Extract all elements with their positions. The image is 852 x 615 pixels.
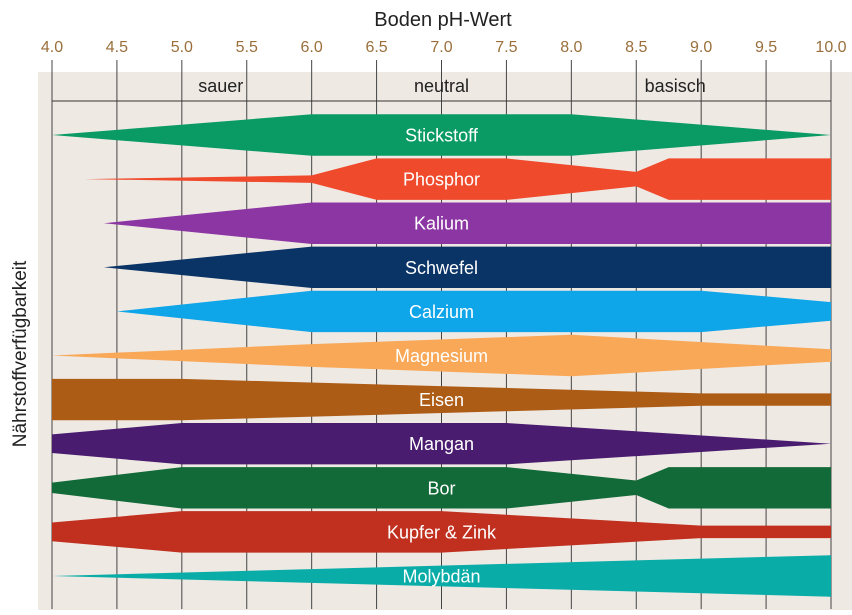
band-kalium (103, 202, 831, 244)
region-label-basisch: basisch (645, 76, 706, 96)
band-mangan (52, 423, 831, 465)
band-label: Molybdän (402, 566, 480, 586)
x-tick-label: 7.0 (430, 39, 452, 56)
x-tick-label: 10.0 (815, 39, 846, 56)
x-tick-label: 4.5 (106, 39, 128, 56)
x-tick-label: 8.5 (625, 39, 647, 56)
band-label: Bor (427, 478, 455, 498)
x-tick-label: 9.0 (690, 39, 712, 56)
x-axis-title: Boden pH-Wert (374, 9, 512, 31)
band-label: Kupfer & Zink (387, 522, 497, 542)
band-label: Magnesium (395, 346, 488, 366)
band-phosphor (84, 158, 831, 200)
x-tick-label: 9.5 (755, 39, 777, 56)
band-calzium (116, 290, 831, 333)
band-schwefel (103, 246, 831, 288)
region-label-neutral: neutral (414, 76, 469, 96)
band-label: Phosphor (403, 170, 480, 190)
band-eisen (52, 378, 831, 421)
nutrient-bands (52, 114, 831, 597)
band-label: Eisen (419, 390, 464, 410)
x-tick-label: 4.0 (41, 39, 63, 56)
band-stickstoff (52, 114, 831, 156)
x-tick-labels: 4.0 4.5 5.0 5.5 6.0 6.5 7.0 7.5 8.0 8.5 9.0 9.5 10.0 (41, 39, 847, 56)
x-tick-label: 6.5 (365, 39, 387, 56)
band-bor (52, 467, 831, 509)
x-tick-label: 8.0 (560, 39, 582, 56)
x-tick-label: 7.5 (495, 39, 517, 56)
band-magnesium (52, 334, 831, 377)
band-label: Mangan (409, 434, 474, 454)
band-kupfer-zink (52, 511, 831, 553)
region-label-sauer: sauer (198, 76, 243, 96)
band-label: Stickstoff (405, 126, 479, 146)
x-tick-label: 5.5 (236, 39, 258, 56)
band-label: Calzium (409, 302, 474, 322)
band-label: Schwefel (405, 258, 478, 278)
x-tick-label: 6.0 (301, 39, 323, 56)
nutrient-labels: Stickstoff Phosphor Kalium Schwefel Calzium M… (387, 126, 497, 587)
x-tick-label: 5.0 (171, 39, 193, 56)
band-molybdän (52, 555, 831, 597)
y-axis-title: Nährstoffverfügbarkeit (10, 260, 31, 447)
band-label: Kalium (414, 214, 469, 234)
ph-region-labels: sauer neutral basisch (198, 76, 705, 96)
